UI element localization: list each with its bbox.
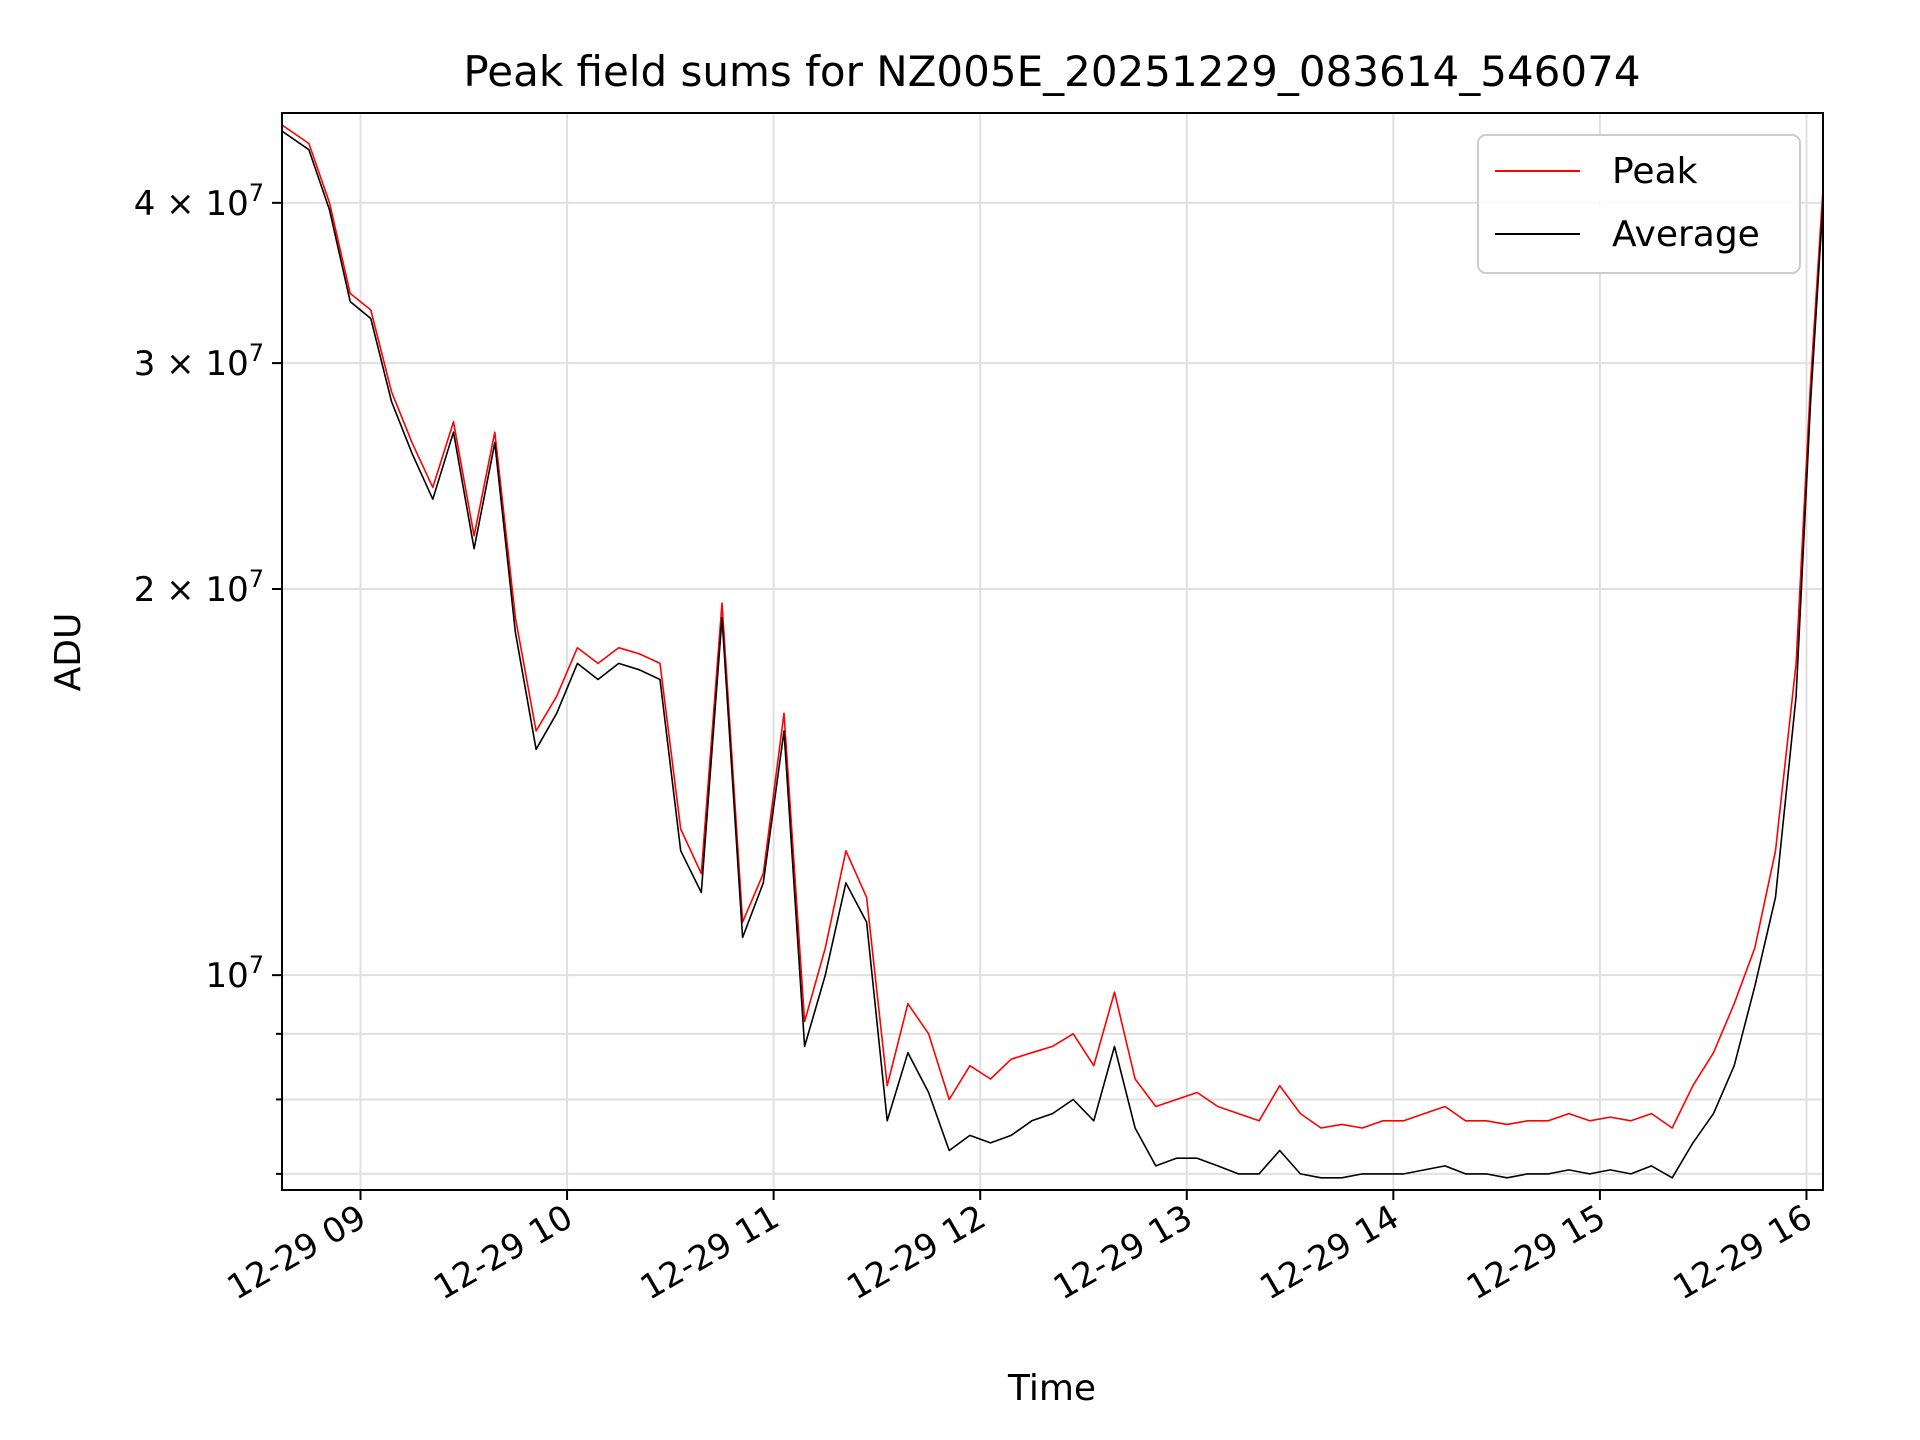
y-tick-label: 4 × 107 xyxy=(134,179,264,224)
legend-label-average: Average xyxy=(1612,214,1760,255)
y-tick-label: 3 × 107 xyxy=(134,339,264,384)
y-axis-label: ADU xyxy=(48,613,89,692)
y-axis: 107 2 × 107 3 × 107 4 × 107 xyxy=(134,179,282,1175)
legend-box xyxy=(1477,134,1801,274)
axes-frame xyxy=(281,112,1824,1191)
legend: Peak Average xyxy=(1477,134,1801,274)
series-line-average xyxy=(281,130,1824,1179)
chart-title: Peak field sums for NZ005E_20251229_0836… xyxy=(463,47,1640,96)
series-line-peak xyxy=(281,124,1824,1129)
y-tick-label: 107 xyxy=(205,951,264,996)
y-tick-label: 2 × 107 xyxy=(134,565,264,610)
series-group xyxy=(281,124,1824,1179)
grid xyxy=(282,113,1823,1190)
x-axis-label: Time xyxy=(1007,1368,1096,1409)
legend-label-peak: Peak xyxy=(1612,151,1698,192)
